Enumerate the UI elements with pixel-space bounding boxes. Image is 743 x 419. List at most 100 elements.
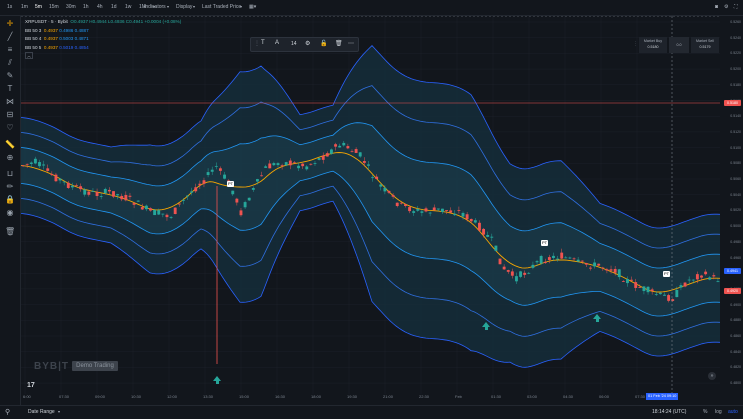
- trade-drag-icon[interactable]: ⋮: [633, 41, 638, 47]
- chart-canvas[interactable]: [21, 16, 720, 394]
- text-tool-icon[interactable]: T: [261, 40, 265, 46]
- price-axis[interactable]: 0.52600.52400.52200.52000.51800.51600.51…: [722, 16, 743, 394]
- candle-body: [276, 163, 280, 166]
- crosshair-icon[interactable]: ✛: [6, 19, 14, 28]
- candle-body: [552, 255, 555, 258]
- more-icon[interactable]: ⋯: [348, 41, 354, 47]
- text-color-icon[interactable]: A: [275, 40, 280, 46]
- candle-body: [54, 174, 58, 182]
- camera-icon[interactable]: ◙: [715, 4, 719, 10]
- price-type-menu[interactable]: Last Traded Price: [202, 4, 242, 10]
- horizontal-lines-icon[interactable]: ≡: [7, 45, 13, 54]
- candle-body: [342, 142, 346, 146]
- timeframe-4h[interactable]: 4h: [97, 4, 103, 10]
- market-sell-button[interactable]: Market Sell 0.5179: [691, 37, 719, 53]
- candle-body: [490, 236, 494, 238]
- magnet-icon[interactable]: ⊔: [6, 169, 14, 178]
- timeframe-15m[interactable]: 15m: [49, 4, 59, 10]
- price-tick: 0.5100: [730, 145, 741, 150]
- channel-icon[interactable]: ⫽: [8, 58, 12, 67]
- symbol-label[interactable]: XRPUSDT · 5 · Bybit: [25, 19, 68, 24]
- time-tick: 22:30: [419, 394, 430, 399]
- candle-body: [186, 195, 189, 197]
- ruler-icon[interactable]: 📏: [5, 140, 15, 149]
- candle-body: [329, 149, 333, 154]
- candle-body: [654, 294, 658, 296]
- settings-icon[interactable]: ⚙: [724, 4, 729, 10]
- candle-body: [634, 282, 638, 288]
- timeframe-1h[interactable]: 1h: [83, 4, 89, 10]
- market-buy-button[interactable]: Market Buy 0.5180: [639, 37, 667, 53]
- heart-icon[interactable]: ♡: [6, 123, 14, 132]
- candle-body: [556, 258, 560, 260]
- candle-body: [564, 257, 568, 259]
- drag-handle-icon[interactable]: ⋮: [254, 41, 260, 47]
- candle-body: [535, 261, 539, 263]
- indicators-menu[interactable]: Indicators: [144, 4, 166, 10]
- pencil-lock-icon[interactable]: ✏: [6, 182, 14, 191]
- brush-icon[interactable]: ✎: [6, 71, 14, 80]
- candle-body: [272, 163, 276, 166]
- collapse-legend-icon[interactable]: ︿: [25, 52, 33, 59]
- go-to-realtime-icon[interactable]: »: [708, 372, 716, 380]
- candle-body: [194, 187, 198, 192]
- trash-icon[interactable]: 🗑: [5, 227, 16, 236]
- candle-body: [25, 163, 29, 165]
- layout-icon[interactable]: ▦▾: [249, 4, 257, 10]
- bybit-watermark: BYB|T: [34, 361, 70, 372]
- tradingview-logo[interactable]: 17: [27, 382, 35, 389]
- eye-icon[interactable]: ◉: [6, 208, 14, 217]
- candle-body: [309, 163, 313, 165]
- time-tick: 19:30: [347, 394, 358, 399]
- date-range-button[interactable]: Date Range: [28, 409, 55, 415]
- alert-icon[interactable]: ⚲: [5, 409, 11, 416]
- candle-body: [334, 144, 337, 147]
- candle-body: [124, 194, 128, 201]
- candle-body: [650, 289, 654, 291]
- text-icon[interactable]: T: [7, 84, 13, 93]
- candle-body: [527, 272, 531, 274]
- candle-body: [210, 169, 214, 172]
- candle-body: [478, 222, 481, 231]
- auto-toggle[interactable]: auto: [728, 409, 738, 415]
- timeframe-30m[interactable]: 30m: [66, 4, 76, 10]
- candle-body: [461, 212, 465, 217]
- crosshair-time-label: 01 Feb '24 09:10: [646, 393, 679, 400]
- settings-gear-icon[interactable]: ⚙: [305, 41, 311, 47]
- timeframe-1M[interactable]: 1M: [139, 4, 146, 10]
- fullscreen-icon[interactable]: ⛶: [734, 4, 738, 10]
- time-axis[interactable]: 6:00 07:30 09:00 10:30 12:00 13:30 15:00 16:30 1…: [21, 393, 722, 401]
- candle-body: [379, 184, 383, 187]
- candle-body: [412, 211, 416, 213]
- lock-drawing-icon[interactable]: 🔓: [320, 41, 328, 47]
- candle-body: [95, 192, 99, 196]
- price-tick: 0.4820: [730, 365, 741, 370]
- candle-body: [218, 168, 222, 171]
- candle-body: [593, 262, 597, 267]
- delete-icon[interactable]: 🗑: [335, 41, 343, 47]
- lock-icon[interactable]: 🔒: [5, 195, 15, 204]
- timeframe-1s[interactable]: 1s: [7, 4, 13, 10]
- trendline-icon[interactable]: ╱: [7, 32, 13, 41]
- candle-body: [371, 177, 374, 179]
- projection-icon[interactable]: ⊟: [6, 110, 14, 119]
- zoom-icon[interactable]: ⊕: [6, 153, 14, 162]
- candle-body: [83, 189, 87, 195]
- timeframe-1d[interactable]: 1d: [111, 4, 117, 10]
- font-size-value[interactable]: 14: [291, 41, 297, 47]
- price-chart[interactable]: [21, 16, 720, 394]
- time-tick: 16:30: [275, 394, 286, 399]
- candle-body: [38, 162, 41, 167]
- timeframe-1w[interactable]: 1w: [125, 4, 132, 10]
- candle-body: [523, 272, 527, 275]
- candle-body: [486, 234, 490, 237]
- log-toggle[interactable]: log: [715, 409, 722, 415]
- timeframe-1m[interactable]: 1m: [21, 4, 28, 10]
- percent-toggle[interactable]: %: [703, 409, 708, 415]
- candle-body: [46, 168, 50, 171]
- pattern-icon[interactable]: ⋈: [6, 97, 14, 106]
- display-menu[interactable]: Display: [176, 4, 193, 10]
- timeframe-5m[interactable]: 5m: [35, 4, 42, 10]
- timeframe-dropdown-icon[interactable]: ▾: [153, 4, 156, 9]
- clock-label[interactable]: 18:14:24 (UTC): [652, 409, 687, 415]
